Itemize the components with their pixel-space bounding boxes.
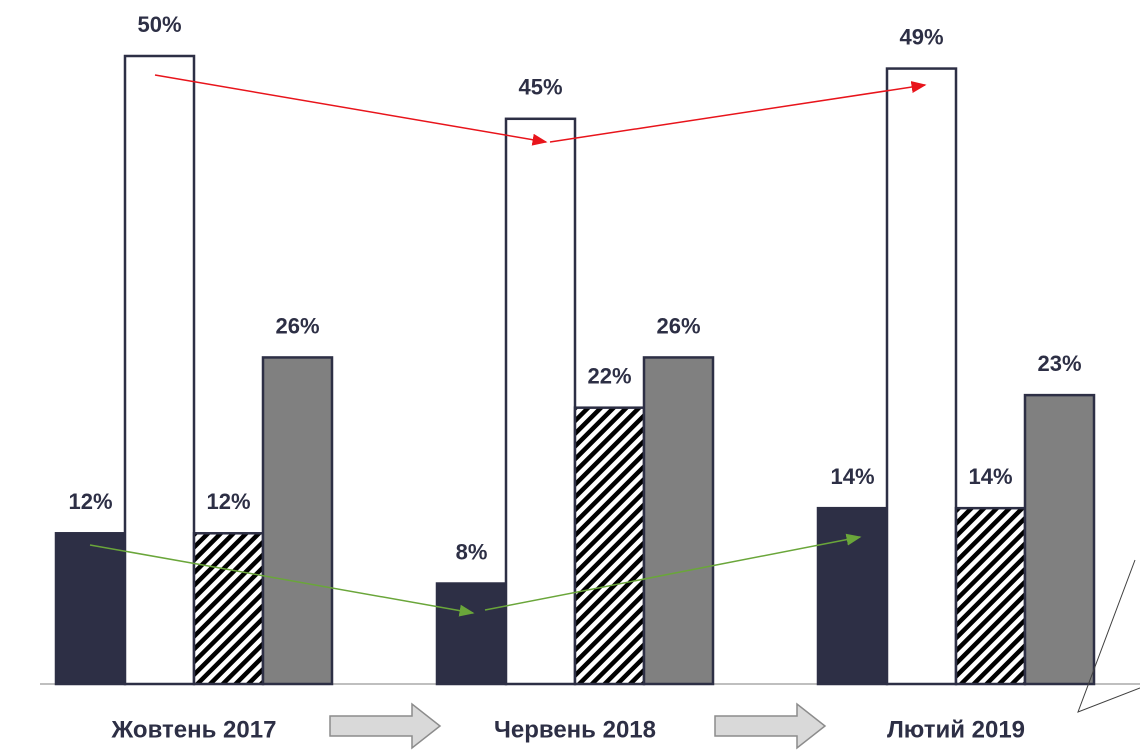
value-label: 49% (899, 24, 943, 49)
value-label: 12% (206, 489, 250, 514)
x-tick-label: Лютий 2019 (887, 716, 1025, 743)
bar (573, 406, 646, 686)
bar (123, 54, 196, 686)
flow-arrows (329, 702, 827, 750)
value-label: 14% (830, 464, 874, 489)
value-label: 12% (68, 489, 112, 514)
bar (435, 582, 508, 686)
x-tick-label: Червень 2018 (494, 716, 656, 743)
bar (54, 532, 127, 686)
value-label: 26% (656, 313, 700, 338)
value-label: 22% (587, 363, 631, 388)
bar (1023, 393, 1096, 686)
value-label: 14% (968, 464, 1012, 489)
bar (261, 356, 334, 686)
bar (816, 506, 889, 686)
bar (885, 67, 958, 686)
bar (642, 356, 715, 686)
bar (192, 532, 265, 686)
value-label: 8% (456, 539, 488, 564)
value-label: 26% (275, 313, 319, 338)
value-label: 50% (137, 12, 181, 37)
value-label: 23% (1037, 351, 1081, 376)
bar (954, 506, 1027, 686)
value-label: 45% (518, 75, 562, 100)
x-tick-label: Жовтень 2017 (111, 716, 277, 743)
callout (1077, 559, 1140, 713)
annotation-arrows (89, 74, 927, 617)
bar (504, 117, 577, 686)
